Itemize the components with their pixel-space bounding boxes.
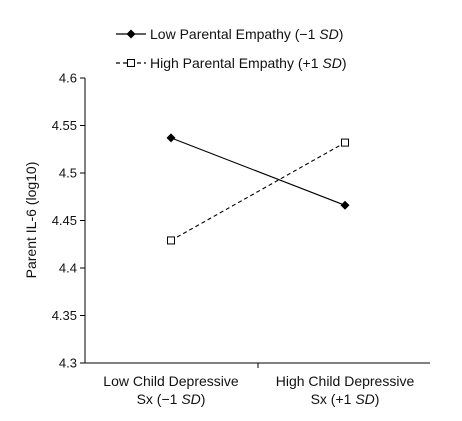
y-tick-label: 4.6 (59, 71, 77, 86)
y-tick-label: 4.4 (59, 261, 77, 276)
legend-item-high-parental-empathy: High Parental Empathy (+1 SD) (116, 55, 347, 71)
y-tick-label: 4.5 (59, 166, 77, 181)
y-tick-label: 4.3 (59, 356, 77, 371)
legend-label-high-parental-empathy: High Parental Empathy (+1 SD) (150, 55, 347, 71)
y-axis-title: Parent IL-6 (log10) (23, 162, 39, 279)
legend-label-low-parental-empathy: Low Parental Empathy (−1 SD) (150, 26, 343, 42)
data-point (340, 200, 350, 210)
y-tick-label: 4.45 (52, 213, 77, 228)
series-line-low-parental-empathy (170, 137, 346, 206)
y-tick-label: 4.35 (52, 308, 77, 323)
data-point (166, 133, 176, 143)
data-point (167, 236, 175, 245)
x-category-label: Low Child Depressive (103, 373, 239, 389)
y-tick-label: 4.55 (52, 118, 77, 133)
x-category-label: High Child Depressive (276, 373, 415, 389)
y-ticks: 4.3 4.35 4.4 4.45 4.5 4.55 4.6 (52, 71, 85, 371)
series-layer (166, 133, 350, 245)
x-categories: Low Child Depressive Sx (−1 SD) High Child… (103, 373, 414, 407)
legend: Low Parental Empathy (−1 SD) High Parent… (116, 26, 347, 71)
legend-item-low-parental-empathy: Low Parental Empathy (−1 SD) (116, 26, 343, 42)
data-point (341, 138, 349, 147)
x-category-label-line2: Sx (−1 SD) (137, 391, 206, 407)
series-line-high-parental-empathy (170, 142, 346, 241)
x-category-label-line2: Sx (+1 SD) (311, 391, 380, 407)
